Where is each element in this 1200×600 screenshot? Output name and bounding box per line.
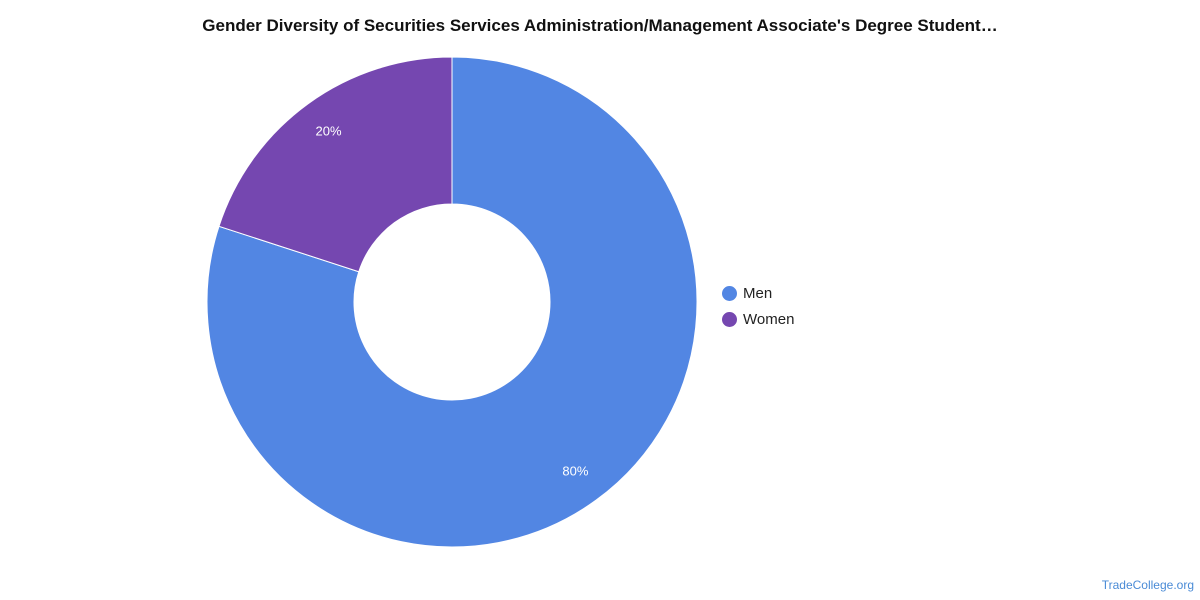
chart-legend: Men Women [722, 280, 794, 332]
slice-men[interactable] [206, 56, 698, 548]
slice-label-men: 80% [562, 463, 588, 478]
watermark-link[interactable]: TradeCollege.org [1101, 578, 1194, 592]
slice-label-women: 20% [316, 124, 342, 139]
legend-swatch-women [722, 311, 737, 327]
slice-women[interactable] [218, 56, 453, 273]
legend-item-men[interactable]: Men [722, 280, 794, 306]
chart-title: Gender Diversity of Securities Services … [202, 16, 998, 35]
legend-item-women[interactable]: Women [722, 306, 794, 332]
legend-swatch-men [722, 285, 737, 301]
legend-label-men: Men [743, 284, 773, 302]
legend-label-women: Women [743, 310, 795, 328]
